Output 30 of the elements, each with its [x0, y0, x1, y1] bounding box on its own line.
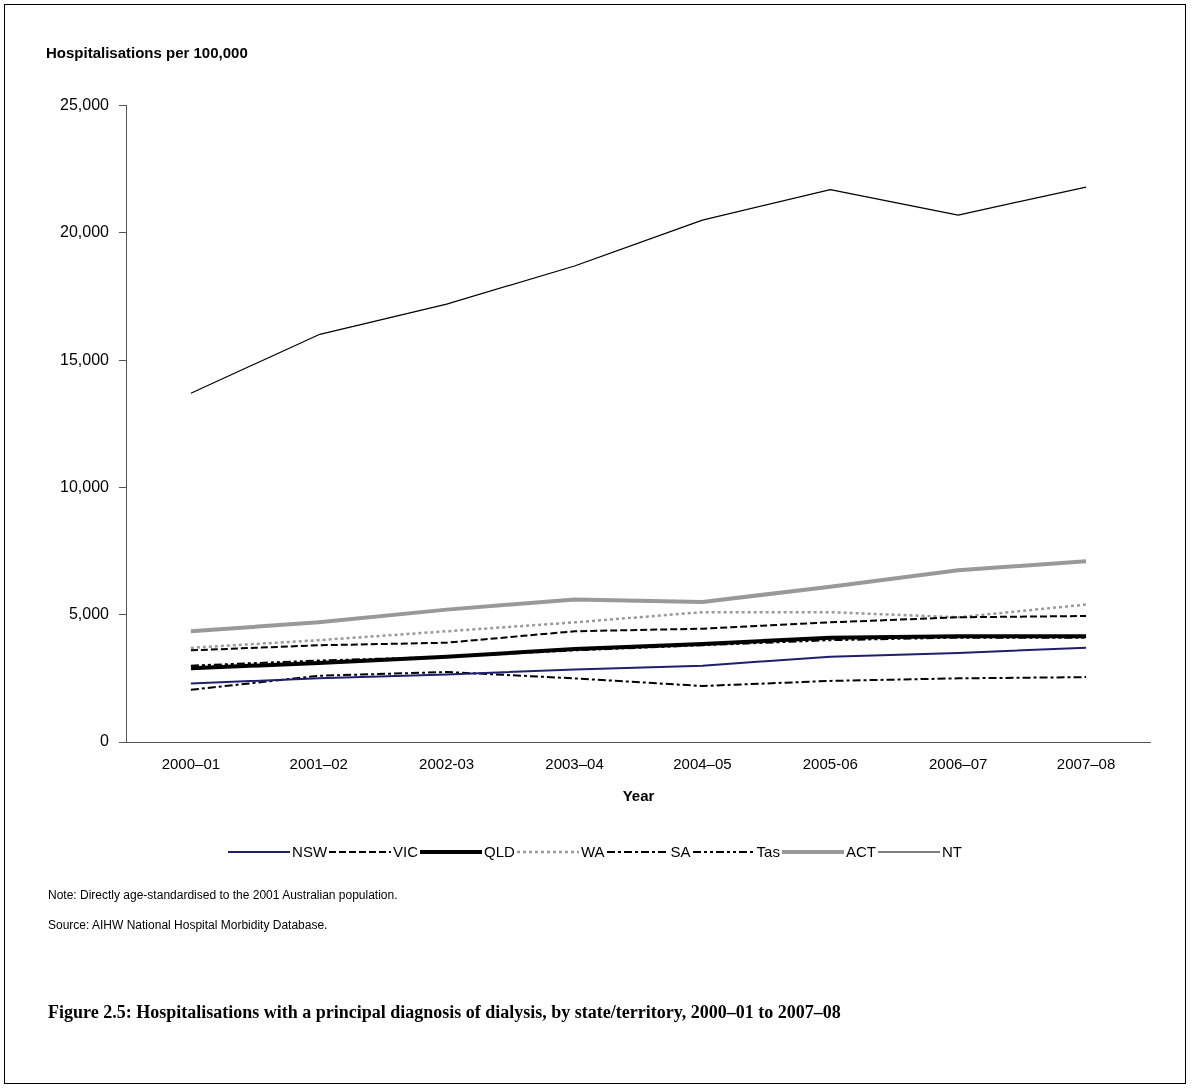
line-series [189, 614, 1088, 652]
line-series [189, 603, 1088, 650]
text: Figure 2.5: Hospitalisations with a principal diagnosis of dialysis, by state/territory, 2000–01 to 2007–08 [48, 1001, 842, 1024]
line-series [189, 671, 1088, 691]
legend-label: NSW [292, 843, 328, 860]
y-tick-label: 20,000 [60, 223, 110, 241]
y-tick-label: 10,000 [60, 477, 110, 495]
x-tick-label: 2002-03 [419, 755, 475, 773]
legend-label: SA [670, 843, 691, 860]
x-tick-label: 2007–08 [1056, 755, 1116, 773]
x-tick-label: 2000–01 [161, 755, 221, 773]
x-tick-label: 2004–05 [673, 755, 732, 773]
x-tick-label: 2005-06 [802, 755, 858, 773]
x-tick-label: 2001–02 [289, 755, 348, 773]
legend-label: ACT [845, 843, 876, 860]
x-tick-label: 2003–04 [545, 755, 604, 773]
y-tick-label: 5,000 [68, 605, 110, 623]
y-tick-label: 0 [100, 732, 110, 750]
x-tick-label: 2006–07 [928, 755, 988, 773]
legend-label: QLD [484, 843, 515, 860]
y-tick-label: 25,000 [60, 96, 110, 114]
source-note: Source: AIHW National Hospital Morbidity Database. [48, 918, 329, 932]
y-axis-title: Hospitalisations per 100,000 [46, 44, 248, 61]
legend-label: Tas [756, 843, 780, 860]
legend-label: WA [580, 843, 605, 860]
y-tick-label: 15,000 [60, 350, 110, 368]
legend-label: NT [941, 843, 962, 860]
x-axis-title: Year [622, 787, 655, 805]
legend-label: VIC [393, 843, 419, 860]
text: Note: Directly age-standardised to the 2001 Australian population. [48, 888, 398, 902]
